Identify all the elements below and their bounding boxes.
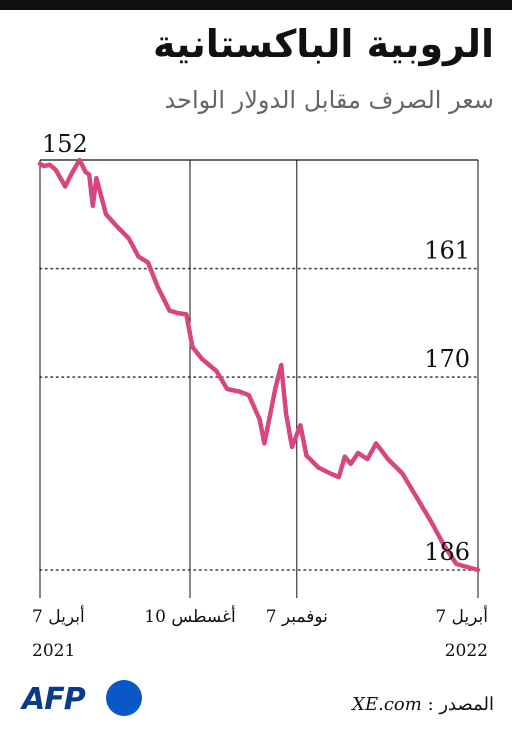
chart-title: الروبية الباكستانية [152,22,494,66]
y-tick-label: 170 [424,345,470,373]
x-tick-year-label: 2021 [32,641,75,661]
grid-layer [39,159,479,598]
afp-logo: AFP [22,680,142,720]
x-tick-label: 7 أبريل [32,605,85,627]
y-tick-label: 186 [424,538,470,566]
chart-subtitle: سعر الصرف مقابل الدولار الواحد [164,86,494,114]
x-tick-year-label: 2022 [445,641,488,661]
x-tick-label: 7 أبريل [435,605,488,627]
series-layer [37,157,481,573]
afp-logo-dot-icon [106,680,142,716]
series-line [37,157,481,573]
source-value: XE.com [352,694,422,715]
afp-logo-text: AFP [22,682,86,717]
y-tick-label: 161 [424,237,470,265]
label-layer: 152 161 170 186 7 أبريل 2021 10 أغسطس 7 نوفمبر 7… [32,130,488,661]
source-credit: المصدر : XE.com [352,694,494,715]
x-tick-label: 7 نوفمبر [266,607,328,627]
x-tick-label: 10 أغسطس [144,605,235,627]
source-label: المصدر : [427,694,494,715]
top-bar [0,0,512,10]
y-tick-label: 152 [42,130,88,158]
